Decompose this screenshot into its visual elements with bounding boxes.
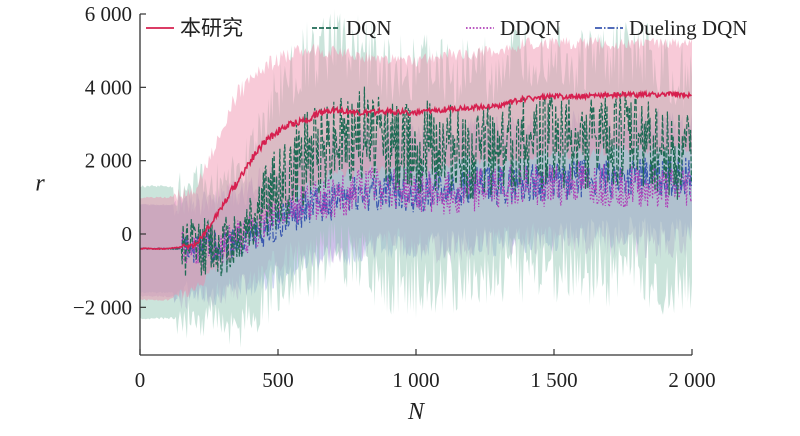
- legend-label: DDQN: [500, 16, 561, 40]
- legend: 本研究 DQN DDQN Dueling DQN: [146, 16, 747, 40]
- y-tick-label: 4 000: [85, 75, 132, 99]
- series-line-2: [139, 161, 692, 266]
- series-line-0: [139, 89, 692, 251]
- x-tick-label: 2 000: [668, 368, 715, 392]
- y-tick-label: 2 000: [85, 149, 132, 173]
- x-tick-label: 500: [262, 368, 294, 392]
- x-axis-label: N: [407, 399, 426, 425]
- legend-label: DQN: [346, 16, 392, 40]
- series-lines: [139, 86, 692, 277]
- y-axis-label: r: [35, 171, 45, 197]
- legend-label: Dueling DQN: [629, 16, 747, 40]
- x-tick-label: 1 000: [392, 368, 439, 392]
- confidence-band-3: [140, 108, 692, 305]
- confidence-band-0: [140, 36, 692, 301]
- x-tick-label: 1 500: [530, 368, 577, 392]
- y-tick-label: 0: [122, 222, 133, 246]
- y-tick-label: 6 000: [85, 2, 132, 26]
- series-line-1: [139, 86, 692, 277]
- y-tick-label: −2 000: [73, 295, 132, 319]
- legend-label: 本研究: [180, 16, 243, 40]
- x-tick-label: 0: [135, 368, 146, 392]
- axis-ticks: −2 000 0 2 000 4 000 6 000 0 500 1 000 1 500 2 00…: [73, 2, 716, 392]
